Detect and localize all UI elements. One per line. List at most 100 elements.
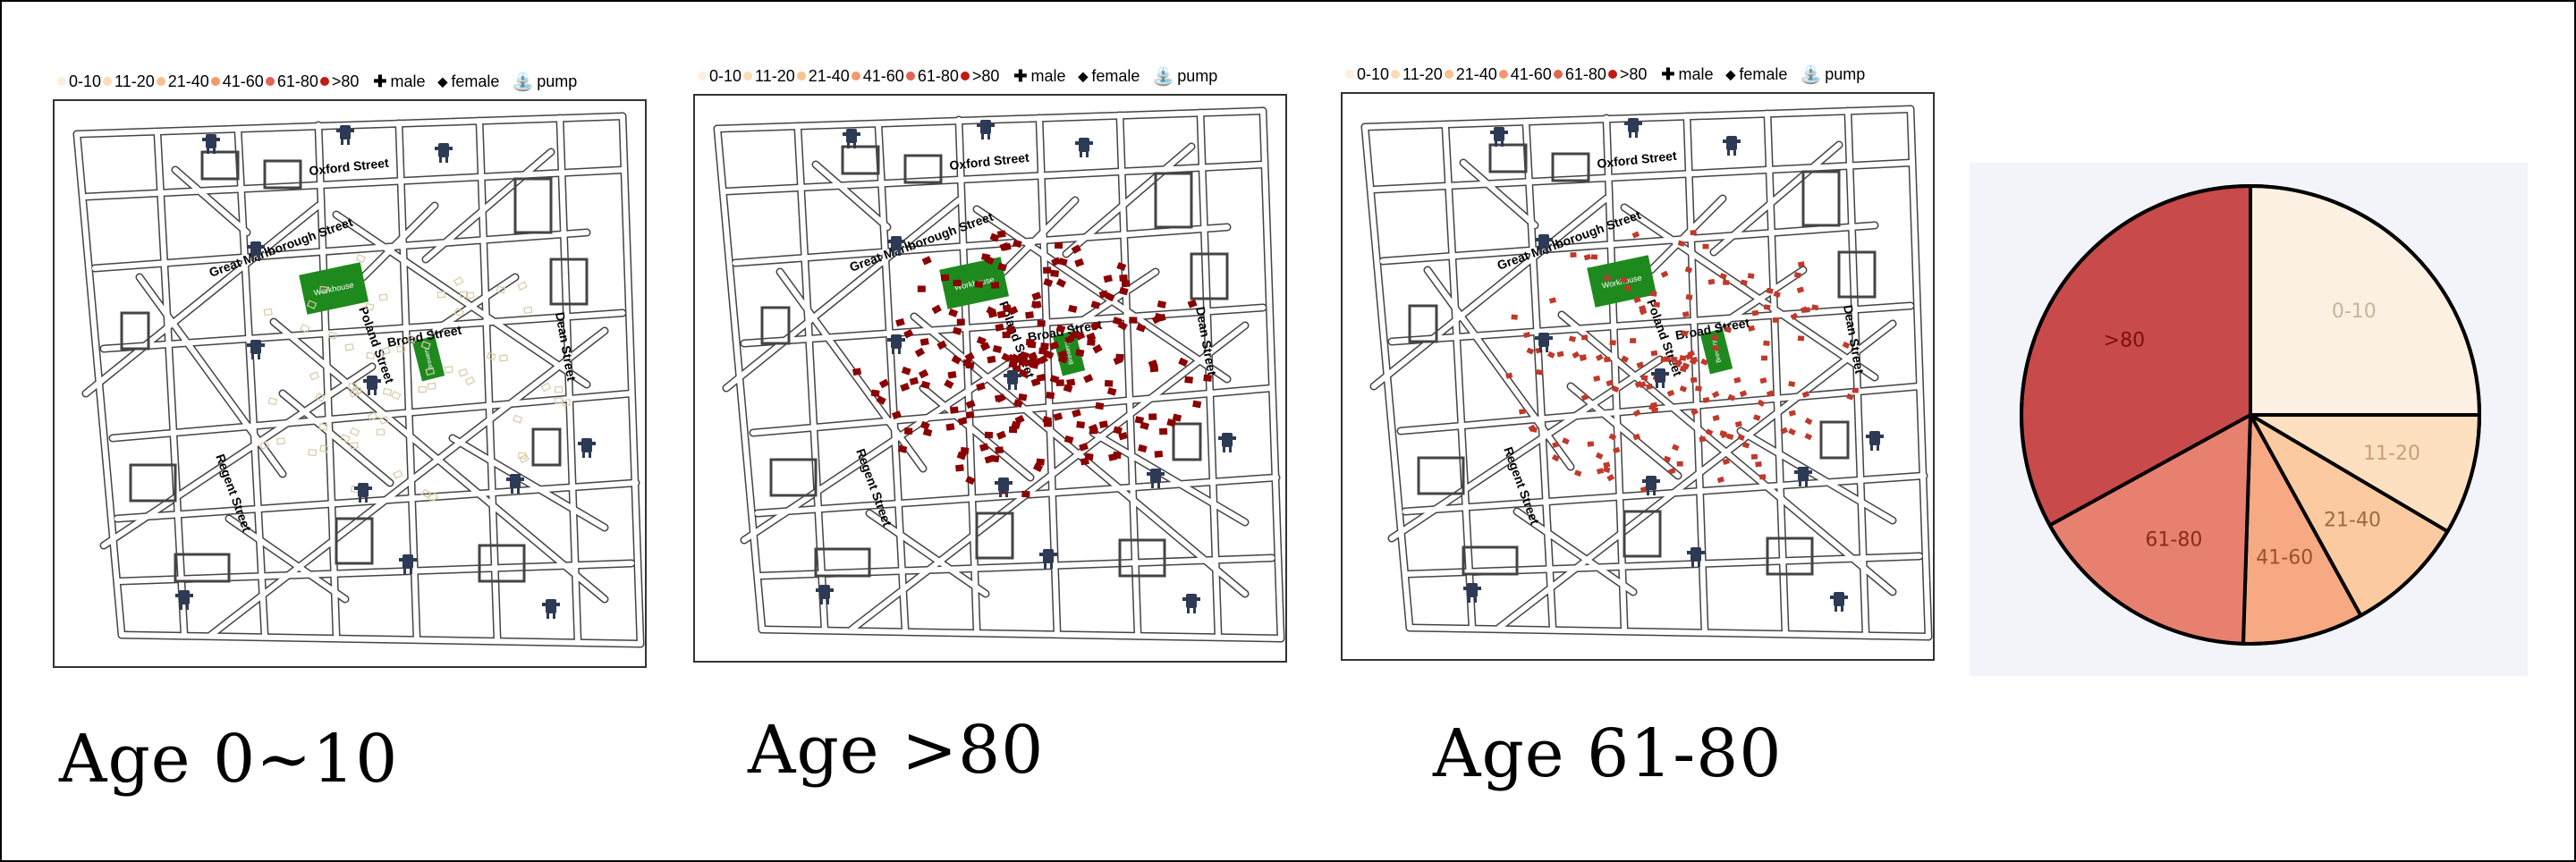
legend-female-label: female xyxy=(1739,64,1788,83)
map-panel-age-over-80: 0-10 11-20 21-40 41-60 61-80 >80 ✚ male ◆ female ⛲… xyxy=(691,61,1290,669)
female-icon: ◆ xyxy=(1078,68,1089,83)
pie-label: 61-80 xyxy=(2145,529,2202,552)
legend-pump-label: pump xyxy=(537,72,578,90)
legend-pump-label: pump xyxy=(1177,66,1218,85)
pump-icon xyxy=(1182,594,1200,613)
pump-icon xyxy=(435,143,453,163)
pump-icon xyxy=(399,554,417,574)
pump-icon xyxy=(1830,592,1848,612)
legend-label: 41-60 xyxy=(862,66,904,85)
workhouse: Workhouse xyxy=(299,262,369,315)
pump-icon xyxy=(506,474,524,494)
legend-item: 21-40 xyxy=(156,72,209,91)
legend-male-label: male xyxy=(1030,66,1066,85)
pie-label: 21-40 xyxy=(2324,510,2381,532)
pump-icon xyxy=(1624,118,1642,138)
legend-label: 0-10 xyxy=(1357,64,1390,83)
legend-swatch xyxy=(319,77,329,86)
legend-swatch xyxy=(743,72,753,80)
age-pie-chart: 0-10 11-20 21-40 41-60 61-80 >80 xyxy=(1970,163,2528,676)
legend-label: 0-10 xyxy=(69,72,102,90)
pump-icon xyxy=(1535,333,1553,352)
pump-icon xyxy=(1004,370,1021,390)
legend-label: 61-80 xyxy=(1564,64,1606,83)
pump-icon xyxy=(202,134,220,154)
legend-swatch xyxy=(156,77,165,86)
pump-icon xyxy=(363,376,381,395)
legend-swatch xyxy=(1345,70,1354,79)
pump-icon xyxy=(1866,431,1884,451)
legend-item: 0-10 xyxy=(57,72,101,91)
pump-icon xyxy=(1687,547,1705,567)
legend-item: 61-80 xyxy=(265,72,318,91)
pump-icon: ⛲ xyxy=(512,72,535,92)
pump-icon xyxy=(977,120,995,139)
legend-item: >80 xyxy=(319,72,360,91)
street-network xyxy=(1360,105,1933,641)
legend-swatch xyxy=(57,77,66,86)
map-legend: 0-10 11-20 21-40 41-60 61-80 >80 ✚ male ◆ female ⛲… xyxy=(57,70,577,93)
legend-female-label: female xyxy=(451,72,500,90)
pump-icon xyxy=(1490,127,1508,147)
pump-icon xyxy=(887,236,905,256)
legend-swatch xyxy=(960,72,970,80)
map-legend: 0-10 11-20 21-40 41-60 61-80 >80 ✚ male ◆ female ⛲… xyxy=(1345,63,1865,86)
legend-label: >80 xyxy=(971,66,1000,85)
male-icon: ✚ xyxy=(373,72,387,90)
legend-swatch xyxy=(265,77,275,86)
legend-swatch xyxy=(1553,70,1563,79)
legend-female-label: female xyxy=(1091,66,1140,85)
legend-label: 61-80 xyxy=(917,66,959,85)
pump-icon xyxy=(175,590,193,610)
pie-label: 41-60 xyxy=(2256,546,2313,569)
legend-swatch xyxy=(851,72,860,80)
legend-swatch xyxy=(905,72,915,80)
pump-icon xyxy=(816,585,834,604)
pump-icon xyxy=(542,599,560,619)
pie-label: >80 xyxy=(2104,330,2145,352)
legend-item: 41-60 xyxy=(210,72,264,91)
legend-swatch xyxy=(1391,70,1401,79)
legend-label: >80 xyxy=(331,72,360,90)
pump-icon xyxy=(1723,136,1741,156)
pump-icon xyxy=(1642,476,1660,495)
pump-icon xyxy=(843,129,860,148)
pump-icon xyxy=(1651,368,1669,388)
pump-icon xyxy=(1535,234,1553,254)
legend-swatch xyxy=(1498,70,1508,79)
legend-item: 0-10 xyxy=(1345,65,1389,84)
pump-icon xyxy=(354,483,372,503)
female-icon: ◆ xyxy=(1725,66,1736,81)
pump-icon xyxy=(336,125,354,145)
legend-pump-label: pump xyxy=(1825,64,1866,83)
legend-swatch xyxy=(103,77,113,86)
pump-icon xyxy=(1147,469,1165,488)
legend-item: 41-60 xyxy=(851,66,904,86)
legend-label: >80 xyxy=(1619,64,1648,83)
legend-label: 21-40 xyxy=(808,66,850,85)
pump-icon: ⛲ xyxy=(1152,66,1175,87)
pump-icon xyxy=(247,340,265,359)
legend-male-label: male xyxy=(390,72,426,90)
legend-item: 21-40 xyxy=(796,66,850,86)
legend-label: 21-40 xyxy=(167,72,209,90)
legend-label: 0-10 xyxy=(709,66,742,85)
pump-icon xyxy=(247,241,265,261)
pump-markers xyxy=(1463,118,1884,612)
map-legend: 0-10 11-20 21-40 41-60 61-80 >80 ✚ male ◆ female ⛲… xyxy=(698,64,1217,88)
pump-icon xyxy=(1075,138,1093,157)
legend-item: 0-10 xyxy=(698,67,741,86)
legend-item: 21-40 xyxy=(1444,64,1497,84)
legend-label: 21-40 xyxy=(1455,64,1497,83)
legend-item: 41-60 xyxy=(1498,65,1552,84)
pump-icon xyxy=(1794,467,1812,486)
death-markers xyxy=(259,253,572,503)
pump-markers xyxy=(175,125,596,619)
pump-icon xyxy=(887,334,905,354)
male-icon: ✚ xyxy=(1013,66,1028,85)
legend-swatch xyxy=(210,77,220,86)
legend-label: 41-60 xyxy=(222,72,264,90)
male-icon: ✚ xyxy=(1661,64,1675,83)
